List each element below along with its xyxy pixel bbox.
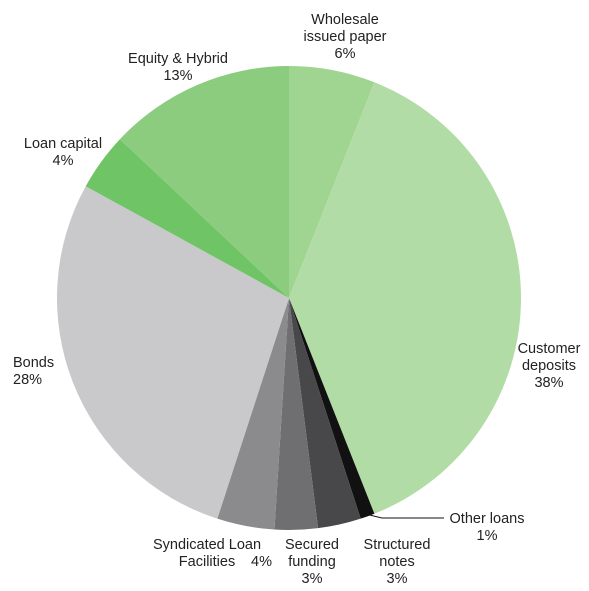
label-customer-deposits: Customer deposits 38% — [511, 341, 587, 392]
label-value: 6% — [334, 46, 356, 62]
label-value: 3% — [386, 571, 408, 587]
pie-slice-equity-hybrid — [119, 66, 289, 298]
label-name: Customer deposits — [517, 341, 581, 374]
label-value: 13% — [163, 68, 193, 84]
pie-slice-loan-capital — [85, 139, 289, 298]
label-other-loans: Other loans 1% — [450, 511, 525, 545]
label-name: Structured notes — [363, 537, 431, 570]
label-name: Equity & Hybrid — [128, 51, 228, 67]
label-equity-hybrid: Equity & Hybrid 13% — [128, 51, 228, 85]
pie-slice-wholesale-issued-paper — [289, 66, 375, 298]
label-name: Loan capital — [23, 136, 103, 152]
label-name: Bonds — [13, 355, 55, 371]
label-name: Other loans — [449, 511, 525, 527]
label-bonds: Bonds 28% — [13, 355, 54, 389]
pie-slice-secured-funding — [274, 298, 319, 530]
label-syndicated-loan-facilities: Syndicated Loan Facilities 4% — [147, 537, 272, 571]
label-value: 4% — [251, 554, 272, 570]
label-value: 3% — [301, 571, 323, 587]
pie-slice-customer-deposits — [289, 82, 521, 514]
pie-slice-bonds — [56, 186, 290, 519]
label-value: 28% — [13, 372, 43, 388]
label-name-text: Syndicated Loan Facilities — [152, 537, 262, 570]
pie-slice-syndicated-loan-facilities — [217, 298, 289, 530]
label-name: Wholesale issued paper — [303, 12, 387, 45]
label-loan-capital: Loan capital 4% — [24, 136, 102, 170]
leader-line-other-loans — [366, 513, 444, 519]
label-structured-notes: Structured notes 3% — [357, 537, 437, 588]
label-value: 38% — [534, 375, 564, 391]
pie-slice-other-loans — [289, 298, 375, 519]
label-value: 4% — [52, 153, 74, 169]
label-name: Syndicated Loan Facilities — [147, 537, 267, 571]
label-name: Secured funding — [284, 537, 339, 570]
label-wholesale-issued-paper: Wholesale issued paper 6% — [293, 12, 398, 63]
label-secured-funding: Secured funding 3% — [277, 537, 347, 588]
pie-slice-structured-notes — [289, 298, 361, 529]
label-value: 1% — [476, 528, 498, 544]
